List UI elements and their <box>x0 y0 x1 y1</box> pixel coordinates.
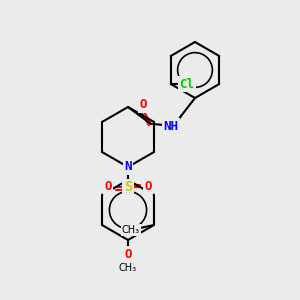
Text: O: O <box>144 181 152 194</box>
Text: O: O <box>124 248 132 260</box>
Text: CH₃: CH₃ <box>119 263 137 273</box>
Text: O: O <box>104 181 112 194</box>
Text: N: N <box>124 160 132 173</box>
Text: S: S <box>124 180 132 194</box>
Text: O: O <box>139 98 147 112</box>
Text: CH₃: CH₃ <box>122 225 140 235</box>
Text: NH: NH <box>164 119 178 133</box>
Text: Cl: Cl <box>179 77 194 91</box>
